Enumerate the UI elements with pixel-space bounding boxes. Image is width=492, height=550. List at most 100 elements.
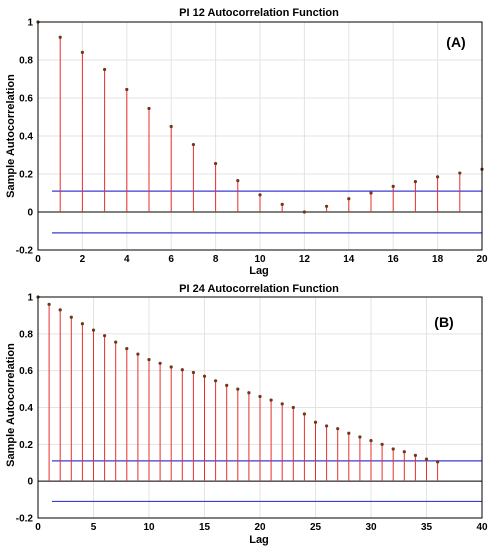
x-tick-label-a: 16 <box>388 254 400 265</box>
acf-marker-a <box>214 161 218 166</box>
acf-marker-a <box>280 202 284 206</box>
x-tick-label-b: 40 <box>476 522 488 533</box>
acf-marker-a <box>236 179 240 183</box>
x-tick-label-b: 30 <box>365 522 377 533</box>
y-tick-label-b: 1 <box>27 293 33 304</box>
acf-marker-b <box>136 352 140 356</box>
acf-marker-b <box>125 346 129 351</box>
acf-marker-b <box>436 460 440 464</box>
confidence-bounds-a <box>52 190 482 234</box>
acf-marker-b <box>225 383 229 387</box>
x-tick-label-a: 2 <box>80 254 86 265</box>
panel-b-acf: PI 24 Autocorrelation Function 0 5 10 15 20 2… <box>5 283 488 546</box>
y-tick-label-b: 0 <box>27 477 33 488</box>
acf-marker-b <box>214 379 218 383</box>
acf-marker-a <box>391 184 395 188</box>
y-tick-label-a: -0.2 <box>16 246 34 257</box>
acf-marker-a <box>258 193 262 197</box>
x-tick-label-b: 5 <box>91 522 97 533</box>
y-tick-label-a: 0.2 <box>19 170 33 181</box>
acf-marker-b <box>202 374 207 378</box>
x-axis-label-a: Lag <box>249 265 269 277</box>
acf-marker-a <box>80 50 84 55</box>
acf-marker-b <box>80 322 84 326</box>
acf-marker-b <box>180 368 184 372</box>
acf-marker-b <box>47 302 51 306</box>
acf-marker-b <box>280 402 284 406</box>
acf-marker-a <box>103 67 107 72</box>
acf-marker-b <box>158 361 162 365</box>
x-tick-label-b: 25 <box>310 522 322 533</box>
acf-marker-a <box>347 197 351 201</box>
chart-title-a: PI 12 Autocorrelation Function <box>179 7 339 19</box>
x-tick-labels-b: 0 5 10 15 20 25 30 35 40 <box>35 522 488 533</box>
acf-marker-b <box>302 412 306 416</box>
x-tick-label-b: 15 <box>199 522 211 533</box>
acf-marker-b <box>424 457 429 461</box>
y-axis-label-a: Sample Autocorrelation <box>5 74 17 198</box>
acf-marker-b <box>69 315 73 319</box>
x-tick-labels-a: 0 2 4 6 8 10 12 14 16 18 20 <box>35 254 488 265</box>
y-tick-label-a: 0.4 <box>19 132 33 143</box>
acf-marker-a <box>436 175 440 179</box>
y-tick-label-b: 0.2 <box>19 440 33 451</box>
x-tick-label-b: 0 <box>35 522 41 533</box>
acf-marker-b <box>336 427 340 431</box>
acf-marker-b <box>169 365 173 369</box>
acf-marker-b <box>391 447 395 451</box>
x-tick-label-b: 35 <box>421 522 433 533</box>
panel-a-acf: PI 12 Autocorrelation Function 0 2 4 6 8 10 12… <box>5 7 488 277</box>
y-tick-labels-b: -0.2 0 0.2 0.4 0.6 0.8 1 <box>16 293 34 525</box>
x-axis-label-b: Lag <box>249 534 269 546</box>
acf-marker-b <box>413 453 417 457</box>
acf-marker-a <box>191 142 195 147</box>
acf-marker-a <box>325 204 329 208</box>
x-tick-label-a: 20 <box>476 254 488 265</box>
acf-marker-a <box>147 106 151 111</box>
y-tick-label-a: 0.8 <box>19 56 33 67</box>
acf-marker-a <box>169 124 173 129</box>
acf-marker-b <box>114 340 118 344</box>
acf-marker-b <box>380 442 384 446</box>
acf-marker-b <box>58 308 62 312</box>
y-tick-label-b: 0.6 <box>19 366 33 377</box>
y-tick-labels-a: -0.2 0 0.2 0.4 0.6 0.8 1 <box>16 18 34 257</box>
acf-marker-a <box>458 171 462 175</box>
acf-marker-a <box>125 87 129 92</box>
acf-marker-b <box>269 398 273 402</box>
x-tick-label-a: 12 <box>299 254 311 265</box>
acf-marker-b <box>91 328 96 332</box>
acf-marker-b <box>369 439 373 443</box>
y-tick-label-a: 0.6 <box>19 94 33 105</box>
acf-marker-a <box>413 180 417 184</box>
y-tick-label-b: 0.4 <box>19 403 33 414</box>
acf-marker-a <box>302 210 306 214</box>
acf-marker-b <box>325 424 329 428</box>
panel-label-b: (B) <box>434 314 453 330</box>
acf-marker-b <box>147 358 151 362</box>
acf-marker-b <box>313 420 318 424</box>
acf-marker-b <box>236 387 240 391</box>
y-axis-label-b: Sample Autocorrelation <box>5 343 17 467</box>
acf-marker-b <box>291 405 295 410</box>
panel-label-a: (A) <box>446 34 465 50</box>
acf-marker-b <box>103 334 107 338</box>
plot-frame-b <box>37 296 483 519</box>
acf-marker-b <box>402 450 406 454</box>
x-tick-label-a: 14 <box>343 254 355 265</box>
x-tick-label-a: 18 <box>432 254 444 265</box>
confidence-bounds-b <box>52 460 482 503</box>
x-tick-label-a: 4 <box>124 254 130 265</box>
acf-marker-a <box>369 191 373 195</box>
x-tick-label-a: 0 <box>35 254 41 265</box>
acf-marker-b <box>358 435 362 439</box>
acf-marker-b <box>258 394 262 399</box>
acf-marker-b <box>347 431 351 435</box>
x-tick-label-b: 20 <box>254 522 266 533</box>
plot-frame-a <box>37 21 483 251</box>
y-tick-label-b: 0.8 <box>19 329 33 340</box>
x-tick-label-b: 10 <box>143 522 155 533</box>
acf-stems-b <box>36 295 440 482</box>
y-tick-label-b: -0.2 <box>16 514 34 525</box>
